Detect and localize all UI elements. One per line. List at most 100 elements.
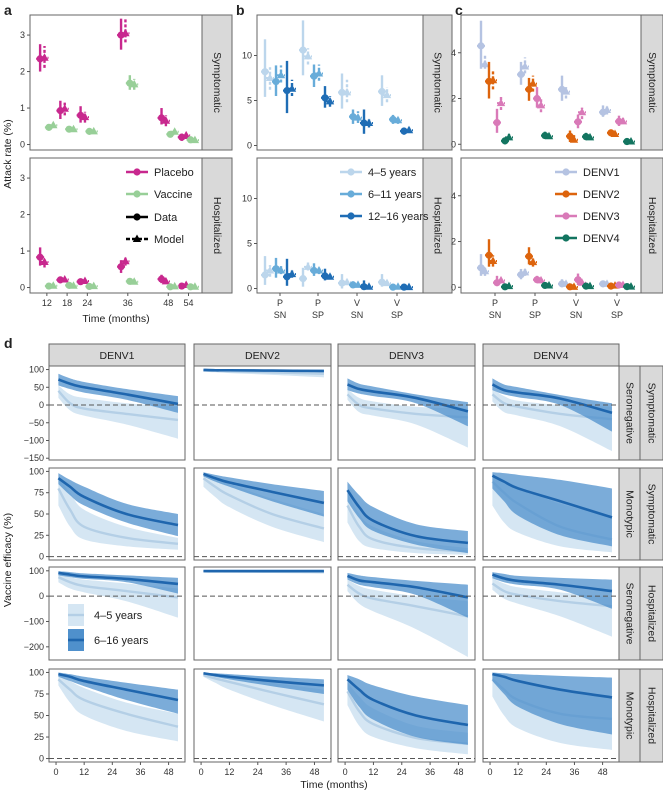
y-tick-label: 0 [20, 140, 25, 150]
panel-c-DENV2-model-point [488, 75, 498, 84]
y-tick-label: 0 [451, 282, 456, 292]
line-6-16-years [203, 472, 325, 505]
y-tick-label: 2 [20, 67, 25, 77]
y-tick-label: 25 [34, 530, 44, 540]
panel-a-placebo-model-point [60, 104, 69, 112]
legend-placebo-key-marker [133, 168, 141, 176]
x-tick-label-line1: V [354, 298, 360, 308]
panel-a-placebo-model-point [121, 28, 130, 37]
y-tick-label: 2 [451, 94, 456, 104]
band-4-5-years [492, 389, 612, 452]
line-4-5-years [57, 576, 179, 599]
panel-a-vaccine-model-point [49, 281, 58, 289]
panel-a-vaccine-model-point [190, 282, 200, 290]
y-tick-label: 1 [20, 246, 25, 256]
panel-c-strip-hospitalized [640, 157, 663, 294]
y-tick-label: 50 [34, 382, 44, 392]
y-tick-label: 25 [34, 732, 44, 742]
x-tick-label: 12 [224, 767, 234, 777]
panel-d-strip-symptomatic-label: Symptomatic [646, 484, 658, 545]
panel-a-placebo-model-point [121, 256, 130, 265]
panel-a-strip-symptomatic [201, 14, 233, 151]
band-6-16-years [347, 481, 468, 554]
panel-b-4-5-years-model-point [382, 278, 392, 287]
line-6-16-years [58, 672, 179, 702]
panel-d-r1-DENV2-plot [193, 365, 332, 461]
panel-c-strip-symptomatic [640, 14, 663, 151]
band-6-16-years [347, 572, 468, 618]
y-tick-label: 50 [34, 509, 44, 519]
panel-a-vaccine-model-point [190, 135, 200, 144]
line-6-16-years [346, 383, 469, 413]
legend-DENV2-key-marker [562, 190, 570, 198]
panel-a-placebo-data-point [157, 114, 166, 122]
panel-b-4-5-years-model-point [303, 51, 313, 60]
panel-a-vaccine-model-point [170, 281, 179, 290]
x-tick-label: 54 [184, 298, 194, 308]
x-tick-label: 48 [164, 767, 174, 777]
panel-label-d: d [4, 335, 13, 351]
band-4-5-years [58, 478, 178, 550]
y-axis-title: Attack rate (%) [2, 119, 14, 188]
panel-c-DENV4-model-point [585, 281, 595, 290]
panel-d-strip-symptomatic [639, 467, 663, 561]
line-4-5-years [57, 678, 179, 728]
band-4-5-years [58, 573, 178, 618]
panel-c-DENV4-model-point [504, 132, 514, 141]
x-tick-label: 36 [135, 767, 145, 777]
panel-b-4-5-years-data-point [299, 275, 307, 283]
panel-c-DENV2-data-point [525, 85, 533, 93]
panel-a-placebo-model-point [80, 112, 90, 121]
band-6-16-years [492, 672, 612, 735]
panel-b-12-16-years-model-point [287, 84, 297, 92]
x-tick-label: 36 [123, 298, 133, 308]
line-6-16-years [346, 574, 469, 599]
panel-b-4-5-years-model-point [303, 262, 313, 270]
legend-DENV1-key-marker [562, 168, 570, 176]
panel-a-placebo-model-point [161, 116, 171, 124]
line-6-16-years [491, 383, 613, 415]
panel-a-symptomatic-plot [29, 14, 203, 151]
legend-vaccine-label: Vaccine [154, 189, 192, 201]
panel-a-vaccine-model-point [69, 124, 78, 133]
line-4-5-years [346, 690, 469, 746]
x-tick-label: 0 [199, 767, 204, 777]
y-tick-label: 50 [34, 711, 44, 721]
panel-c-DENV1-data-point [517, 70, 525, 79]
panel-a-vaccine-model-point [130, 79, 139, 88]
panel-a-vaccine-model-point [130, 277, 139, 285]
panel-c-DENV3-data-point [493, 118, 501, 127]
x-tick-label-line2: SN [274, 310, 287, 320]
panel-a-vaccine-model-point [89, 126, 98, 135]
panel-c-DENV1-data-point [477, 42, 485, 50]
y-tick-label: 1 [20, 103, 25, 113]
panel-b-6-11-years-model-point [276, 266, 286, 274]
panel-b-4-5-years-data-point [261, 68, 269, 76]
panel-c-DENV3-model-point [577, 107, 587, 116]
panel-d-column-label: DENV1 [99, 350, 134, 362]
line-6-16-years [491, 474, 613, 519]
panel-d-strip-seronegative-label: Seronegative [624, 583, 636, 645]
y-tick-label: 100 [29, 667, 44, 677]
legend-6-11-years-key-marker [347, 190, 355, 198]
panel-d-strip-symptomatic-label: Symptomatic [646, 383, 658, 444]
panel-c-DENV2-model-point [569, 135, 579, 143]
line-4-5-years [346, 504, 468, 553]
y-tick-label: 10 [242, 51, 252, 61]
panel-c-DENV3-model-point [496, 275, 506, 284]
panel-d-strip-monotypic-label: Monotypic [624, 692, 636, 740]
panel-b-12-16-years-model-point [325, 272, 335, 280]
panel-b-4-5-years-model-point [265, 266, 275, 274]
line-6-16-years [492, 672, 613, 699]
line-6-16-years [203, 368, 324, 373]
panel-b-12-16-years-model-point [325, 96, 335, 105]
y-tick-label: 75 [34, 689, 44, 699]
panel-a-placebo-model-point [40, 53, 49, 61]
line-6-16-years [58, 571, 179, 586]
panel-c-DENV1-model-point [480, 59, 490, 68]
panel-label-c: c [455, 2, 463, 18]
legend-model-key-marker [132, 234, 142, 242]
panel-d-strip-seronegative-label: Seronegative [624, 382, 636, 444]
x-tick-label: 24 [107, 767, 117, 777]
line-4-5-years [491, 393, 613, 421]
